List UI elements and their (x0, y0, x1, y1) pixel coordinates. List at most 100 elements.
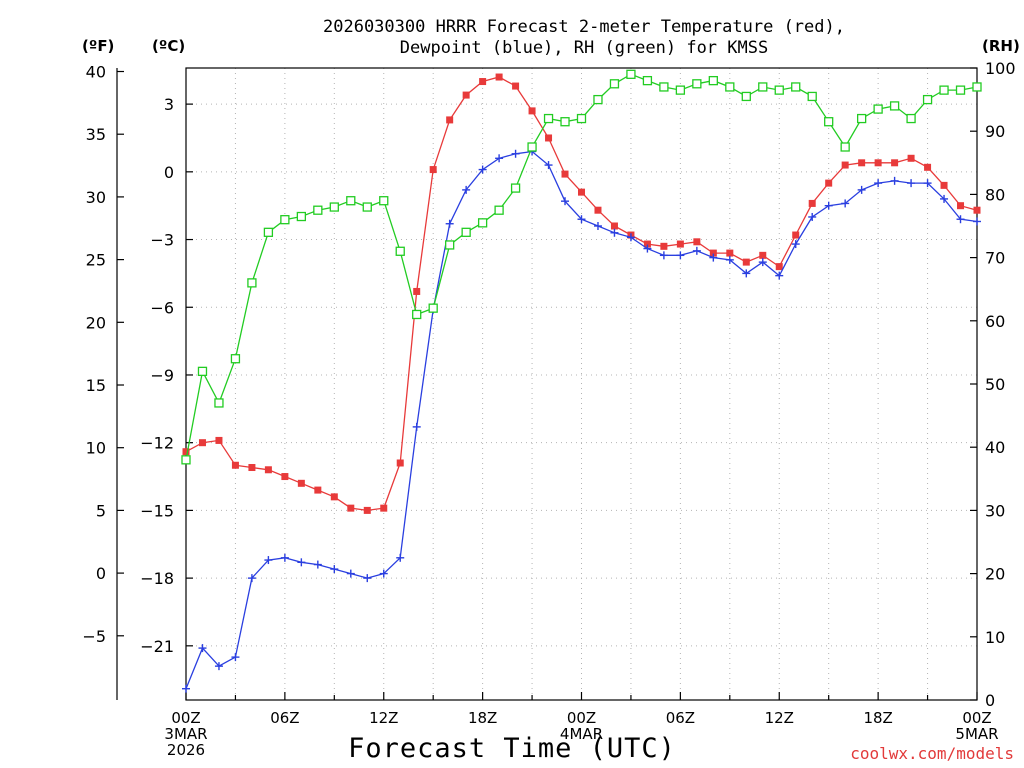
axes: 4035302520151050−530−3−6−9−12−15−18−2101… (82, 59, 1015, 759)
series-1-point (626, 233, 635, 242)
series-1-point (808, 212, 817, 221)
series-2-point (593, 94, 603, 105)
rh-tick-label: 30 (985, 501, 1005, 520)
series-1-point (330, 565, 339, 574)
series-0-point (759, 251, 767, 259)
rh-tick-label: 70 (985, 249, 1005, 268)
x-tick-label: 00Z (171, 709, 200, 727)
series-1-point (577, 215, 586, 224)
series-layer (181, 69, 982, 693)
series-0-point (330, 493, 338, 501)
x-tick-label: 00Z (567, 709, 596, 727)
series-1-point (297, 558, 306, 567)
fahrenheit-unit-label: (ºF) (82, 37, 115, 55)
series-1-point (280, 553, 289, 562)
series-2-point (263, 227, 274, 237)
series-1-point (610, 228, 619, 237)
series-0-point (792, 231, 800, 239)
series-2-point (510, 183, 521, 193)
series-0-point (396, 459, 404, 467)
series-1-point (231, 653, 240, 662)
series-2-point (725, 82, 735, 92)
rh-tick-label: 20 (985, 565, 1005, 584)
celsius-tick-label: −12 (140, 434, 174, 453)
series-1-point (445, 219, 454, 228)
series-2-point (560, 117, 570, 127)
series-2-point (379, 196, 389, 206)
x-axis-label: Forecast Time (UTC) (348, 733, 676, 764)
x-tick-label: 5MAR (955, 725, 998, 743)
credit-text: coolwx.com/models (850, 744, 1014, 763)
series-1-point (709, 253, 718, 262)
series-2-point (197, 366, 208, 377)
series-1-point (791, 240, 800, 249)
series-2-point (329, 202, 339, 212)
fahrenheit-tick-label: 30 (86, 188, 106, 207)
series-1-point (379, 569, 388, 578)
series-2-point (280, 215, 290, 225)
x-tick-label: 4MAR (560, 725, 603, 743)
celsius-tick-label: −18 (140, 569, 174, 588)
series-2-point (758, 82, 768, 92)
series-2-point (889, 101, 900, 111)
series-2-point (313, 205, 323, 215)
celsius-tick-label: 0 (164, 163, 174, 182)
series-1-point (478, 165, 487, 174)
rh-tick-label: 60 (985, 312, 1005, 331)
series-0-point (742, 258, 750, 266)
series-2-point (247, 278, 257, 288)
series-2-point (445, 240, 455, 250)
series-2-point (939, 85, 949, 95)
series-2-point (840, 142, 850, 152)
series-1-point (264, 556, 273, 565)
series-0-point (545, 134, 553, 142)
fahrenheit-tick-label: 40 (86, 63, 106, 82)
series-1-point (841, 199, 850, 208)
celsius-unit-label: (ºC) (152, 37, 186, 55)
rh-tick-label: 50 (985, 375, 1005, 394)
chart-title-line-2: Dewpoint (blue), RH (green) for KMSS (399, 38, 769, 58)
series-0-point (891, 159, 899, 167)
series-2-point (906, 113, 916, 124)
series-0-point (429, 166, 437, 174)
x-tick-label: 06Z (270, 709, 299, 727)
series-1-point (313, 560, 322, 569)
x-tick-label: 12Z (369, 709, 398, 727)
series-0-point (231, 461, 239, 469)
series-1-point (758, 258, 767, 267)
celsius-tick-label: −21 (140, 637, 174, 656)
rh-tick-label: 90 (985, 122, 1005, 141)
series-2-point (214, 398, 224, 408)
series-1-point (857, 185, 866, 194)
rh-tick-label: 0 (985, 691, 995, 710)
series-0-point (314, 486, 322, 494)
series-1-point (643, 244, 652, 253)
series-1-point (725, 255, 734, 264)
series-2-point (461, 227, 471, 237)
fahrenheit-tick-label: 5 (96, 501, 106, 520)
celsius-tick-label: −3 (150, 231, 174, 250)
series-2-point (675, 85, 686, 95)
series-0-point (347, 504, 355, 512)
series-1-point (890, 176, 899, 185)
series-0-point (264, 466, 272, 474)
series-0-point (413, 287, 421, 295)
series-1-point (676, 251, 685, 260)
series-2-point (692, 79, 702, 89)
series-1-point (775, 271, 784, 280)
series-1-point (742, 269, 751, 278)
series-2-point (659, 82, 669, 92)
series-0-point (363, 506, 371, 514)
series-2-point (807, 91, 817, 102)
series-2-point (527, 142, 537, 152)
fahrenheit-tick-label: 35 (86, 125, 106, 144)
series-2-point (824, 117, 834, 127)
rh-tick-label: 10 (985, 628, 1005, 647)
series-0-point (775, 263, 783, 271)
series-0-point (446, 116, 454, 124)
series-0-point (841, 161, 849, 169)
series-2-point (626, 69, 636, 79)
series-0-point (858, 159, 866, 167)
series-0-point (643, 240, 651, 248)
